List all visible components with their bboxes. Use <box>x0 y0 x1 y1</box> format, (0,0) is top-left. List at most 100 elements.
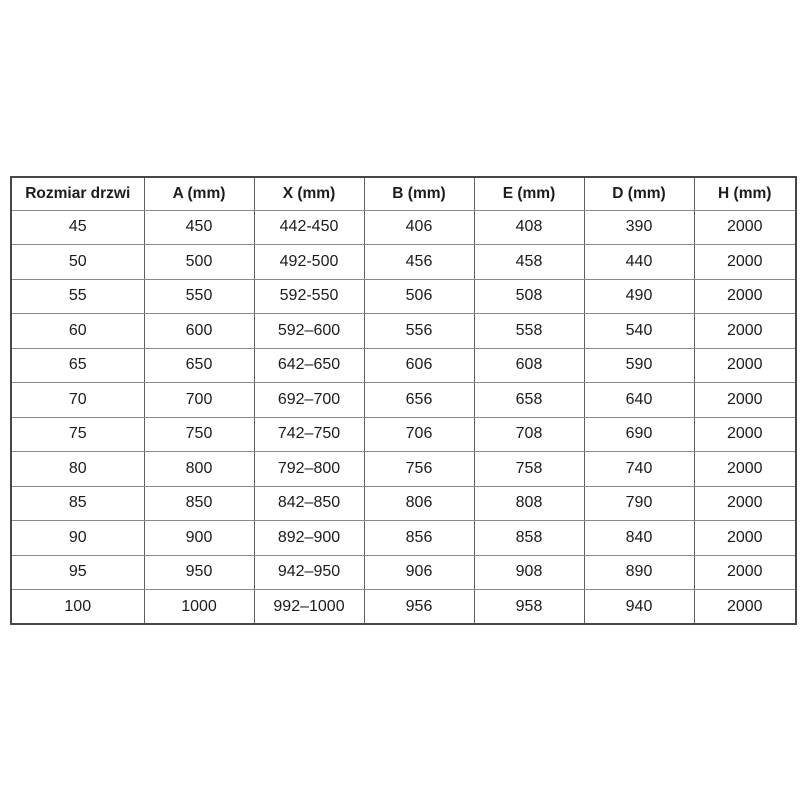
header-row: Rozmiar drzwi A (mm) X (mm) B (mm) E (mm… <box>10 176 797 211</box>
cell-e: 508 <box>473 278 585 314</box>
cell-b: 456 <box>363 244 475 280</box>
cell-b: 506 <box>363 278 475 314</box>
cell-h: 2000 <box>693 451 797 487</box>
cell-d: 840 <box>583 520 695 556</box>
table-row: 80 800 792–800 756 758 740 2000 <box>10 451 797 487</box>
cell-a: 800 <box>143 451 255 487</box>
cell-x: 892–900 <box>253 520 365 556</box>
cell-rozmiar: 100 <box>10 589 145 625</box>
door-size-spec-table-container: Rozmiar drzwi A (mm) X (mm) B (mm) E (mm… <box>10 176 797 625</box>
cell-d: 590 <box>583 347 695 383</box>
cell-b: 756 <box>363 451 475 487</box>
cell-a: 1000 <box>143 589 255 625</box>
cell-b: 806 <box>363 485 475 521</box>
cell-x: 442-450 <box>253 209 365 245</box>
cell-e: 658 <box>473 382 585 418</box>
cell-rozmiar: 45 <box>10 209 145 245</box>
cell-rozmiar: 65 <box>10 347 145 383</box>
cell-a: 600 <box>143 313 255 349</box>
cell-e: 858 <box>473 520 585 556</box>
cell-h: 2000 <box>693 209 797 245</box>
cell-rozmiar: 90 <box>10 520 145 556</box>
cell-h: 2000 <box>693 278 797 314</box>
cell-rozmiar: 80 <box>10 451 145 487</box>
cell-a: 750 <box>143 416 255 452</box>
cell-b: 406 <box>363 209 475 245</box>
cell-d: 390 <box>583 209 695 245</box>
cell-x: 992–1000 <box>253 589 365 625</box>
cell-a: 500 <box>143 244 255 280</box>
cell-e: 408 <box>473 209 585 245</box>
cell-e: 808 <box>473 485 585 521</box>
column-header-e-mm: E (mm) <box>473 176 585 211</box>
cell-rozmiar: 70 <box>10 382 145 418</box>
cell-b: 956 <box>363 589 475 625</box>
cell-d: 440 <box>583 244 695 280</box>
cell-h: 2000 <box>693 520 797 556</box>
cell-a: 700 <box>143 382 255 418</box>
table-row: 85 850 842–850 806 808 790 2000 <box>10 485 797 521</box>
cell-d: 490 <box>583 278 695 314</box>
cell-rozmiar: 75 <box>10 416 145 452</box>
cell-x: 742–750 <box>253 416 365 452</box>
cell-e: 708 <box>473 416 585 452</box>
cell-b: 706 <box>363 416 475 452</box>
cell-h: 2000 <box>693 347 797 383</box>
cell-x: 842–850 <box>253 485 365 521</box>
cell-x: 942–950 <box>253 554 365 590</box>
cell-b: 556 <box>363 313 475 349</box>
cell-d: 790 <box>583 485 695 521</box>
cell-h: 2000 <box>693 589 797 625</box>
cell-a: 450 <box>143 209 255 245</box>
door-size-spec-table: Rozmiar drzwi A (mm) X (mm) B (mm) E (mm… <box>10 176 797 625</box>
column-header-x-mm: X (mm) <box>253 176 365 211</box>
cell-d: 890 <box>583 554 695 590</box>
cell-h: 2000 <box>693 554 797 590</box>
cell-x: 792–800 <box>253 451 365 487</box>
cell-rozmiar: 85 <box>10 485 145 521</box>
cell-d: 940 <box>583 589 695 625</box>
cell-a: 550 <box>143 278 255 314</box>
cell-x: 492-500 <box>253 244 365 280</box>
cell-d: 540 <box>583 313 695 349</box>
cell-b: 606 <box>363 347 475 383</box>
table-row: 70 700 692–700 656 658 640 2000 <box>10 382 797 418</box>
cell-x: 592-550 <box>253 278 365 314</box>
cell-d: 690 <box>583 416 695 452</box>
table-row: 60 600 592–600 556 558 540 2000 <box>10 313 797 349</box>
cell-e: 608 <box>473 347 585 383</box>
cell-a: 650 <box>143 347 255 383</box>
cell-e: 908 <box>473 554 585 590</box>
cell-h: 2000 <box>693 485 797 521</box>
cell-b: 656 <box>363 382 475 418</box>
cell-x: 592–600 <box>253 313 365 349</box>
column-header-h-mm: H (mm) <box>693 176 797 211</box>
table-row: 45 450 442-450 406 408 390 2000 <box>10 209 797 245</box>
cell-e: 958 <box>473 589 585 625</box>
cell-b: 906 <box>363 554 475 590</box>
cell-rozmiar: 95 <box>10 554 145 590</box>
cell-h: 2000 <box>693 244 797 280</box>
cell-d: 640 <box>583 382 695 418</box>
cell-a: 850 <box>143 485 255 521</box>
table-row: 95 950 942–950 906 908 890 2000 <box>10 554 797 590</box>
cell-h: 2000 <box>693 416 797 452</box>
column-header-b-mm: B (mm) <box>363 176 475 211</box>
cell-rozmiar: 50 <box>10 244 145 280</box>
table-row: 90 900 892–900 856 858 840 2000 <box>10 520 797 556</box>
cell-h: 2000 <box>693 382 797 418</box>
table-header: Rozmiar drzwi A (mm) X (mm) B (mm) E (mm… <box>10 176 797 211</box>
cell-b: 856 <box>363 520 475 556</box>
cell-e: 458 <box>473 244 585 280</box>
cell-d: 740 <box>583 451 695 487</box>
table-row: 55 550 592-550 506 508 490 2000 <box>10 278 797 314</box>
table-row: 50 500 492-500 456 458 440 2000 <box>10 244 797 280</box>
table-row: 100 1000 992–1000 956 958 940 2000 <box>10 589 797 625</box>
column-header-a-mm: A (mm) <box>143 176 255 211</box>
table-row: 65 650 642–650 606 608 590 2000 <box>10 347 797 383</box>
cell-e: 558 <box>473 313 585 349</box>
cell-rozmiar: 60 <box>10 313 145 349</box>
cell-e: 758 <box>473 451 585 487</box>
column-header-d-mm: D (mm) <box>583 176 695 211</box>
cell-a: 950 <box>143 554 255 590</box>
